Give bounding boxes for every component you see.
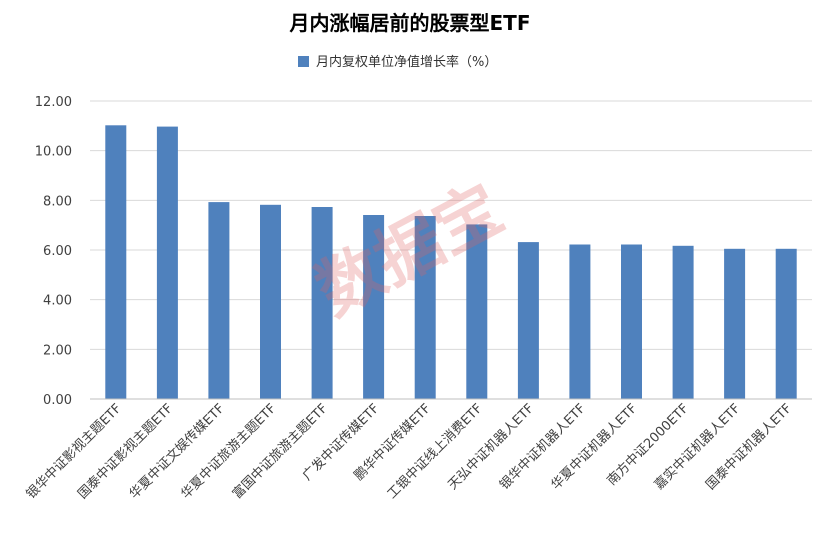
x-tick-label: 国泰中证影视主题ETF <box>75 401 176 502</box>
x-tick-label: 天弘中证机器人ETF <box>446 401 538 493</box>
chart-title: 月内涨幅居前的股票型ETF <box>289 11 531 35</box>
y-tick-label: 8.00 <box>43 194 72 209</box>
x-axis-tick-labels: 银华中证影视主题ETF国泰中证影视主题ETF华夏中证文娱传媒ETF华夏中证旅游主… <box>24 401 795 503</box>
legend-swatch <box>298 56 309 67</box>
x-tick-label: 华夏中证旅游主题ETF <box>178 401 279 502</box>
bar <box>517 242 539 399</box>
y-tick-label: 0.00 <box>43 393 72 408</box>
x-tick-label: 工银中证线上消费ETF <box>385 401 486 502</box>
y-tick-label: 6.00 <box>43 244 72 259</box>
bar <box>775 248 797 399</box>
x-tick-label: 嘉实中证机器人ETF <box>652 401 744 493</box>
bar <box>311 207 333 399</box>
bar <box>105 125 127 400</box>
y-tick-label: 10.00 <box>35 145 72 160</box>
bars <box>105 125 797 400</box>
bar <box>156 126 178 399</box>
legend-label: 月内复权单位净值增长率（%） <box>316 54 497 70</box>
x-tick-label: 华夏中证文娱传媒ETF <box>127 401 228 502</box>
bar <box>260 204 281 399</box>
bar <box>724 248 746 399</box>
x-tick-label: 银华中证影视主题ETF <box>24 401 125 502</box>
bar <box>466 224 488 399</box>
x-tick-label: 银华中证机器人ETF <box>497 401 589 493</box>
legend: 月内复权单位净值增长率（%） <box>298 54 497 70</box>
y-tick-label: 12.00 <box>35 95 72 110</box>
bar <box>414 216 436 399</box>
bar <box>621 244 642 399</box>
x-tick-label: 国泰中证机器人ETF <box>703 401 795 493</box>
x-tick-label: 富国中证旅游主题ETF <box>229 401 331 503</box>
bar <box>672 245 694 399</box>
bar <box>208 202 230 399</box>
y-tick-label: 2.00 <box>43 343 72 358</box>
x-tick-label: 华夏中证机器人ETF <box>549 401 641 493</box>
bar <box>363 215 385 399</box>
y-axis-tick-labels: 0.00 2.00 4.00 6.00 8.00 10.00 12.00 <box>35 95 72 408</box>
bar <box>569 244 591 399</box>
y-tick-label: 4.00 <box>43 294 72 309</box>
